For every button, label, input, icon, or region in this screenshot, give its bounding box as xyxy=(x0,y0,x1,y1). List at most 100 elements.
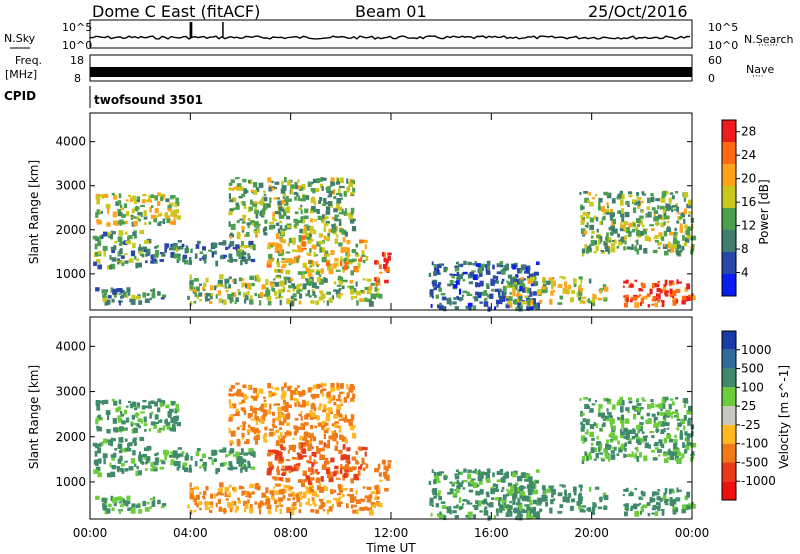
echo-cell xyxy=(589,431,594,437)
echo-cell xyxy=(173,211,177,218)
echo-cell xyxy=(327,407,333,413)
echo-cell xyxy=(157,429,162,433)
echo-cell xyxy=(165,215,171,220)
echo-cell xyxy=(385,260,388,266)
echo-cell xyxy=(643,455,648,462)
echo-cell xyxy=(496,512,499,517)
echo-cell xyxy=(219,274,224,280)
echo-cell xyxy=(225,289,229,293)
echo-cell xyxy=(362,290,366,294)
echo-cell xyxy=(352,466,357,470)
echo-cell xyxy=(321,427,325,431)
echo-cell xyxy=(327,264,332,271)
echo-cell xyxy=(439,511,442,515)
echo-cell xyxy=(316,415,320,421)
echo-cell xyxy=(136,196,140,203)
echo-cell xyxy=(669,491,672,495)
echo-cell xyxy=(269,450,274,455)
echo-cell xyxy=(99,235,103,239)
echo-cell xyxy=(300,209,303,215)
y-tick-label: 4000 xyxy=(55,135,86,149)
echo-cell xyxy=(134,463,137,468)
echo-cell xyxy=(348,260,353,265)
echo-cell xyxy=(274,268,278,273)
echo-cell xyxy=(276,429,280,433)
echo-cell xyxy=(160,506,165,509)
echo-cell xyxy=(316,241,321,247)
echo-cell xyxy=(568,284,572,290)
echo-cell xyxy=(119,219,124,225)
echo-cell xyxy=(328,506,333,512)
echo-cell xyxy=(437,269,440,274)
echo-cell xyxy=(663,437,668,444)
echo-cell xyxy=(184,467,188,473)
echo-cell xyxy=(509,284,513,288)
echo-cell xyxy=(172,243,178,249)
echo-cell xyxy=(203,258,207,262)
echo-cell xyxy=(242,459,247,463)
power-colorbar-tick-label: 8 xyxy=(741,242,749,256)
echo-cell xyxy=(143,416,147,423)
echo-cell xyxy=(243,410,247,416)
echo-cell xyxy=(133,216,137,219)
echo-cell xyxy=(584,225,589,228)
echo-cell xyxy=(116,258,121,261)
echo-cell xyxy=(579,192,582,195)
echo-cell xyxy=(634,240,638,243)
echo-cell xyxy=(254,209,259,215)
echo-cell xyxy=(331,387,336,392)
echo-cell xyxy=(337,384,340,388)
echo-cell xyxy=(274,291,278,296)
echo-cell xyxy=(359,507,364,511)
echo-cell xyxy=(676,212,681,215)
echo-cell xyxy=(177,248,181,251)
echo-cell xyxy=(655,198,660,202)
echo-cell xyxy=(582,301,586,304)
echo-cell xyxy=(501,269,506,275)
echo-cell xyxy=(343,191,347,197)
echo-cell xyxy=(679,216,683,220)
echo-cell xyxy=(639,302,642,306)
echo-cell xyxy=(557,284,563,288)
echo-cell xyxy=(529,500,533,506)
echo-cell xyxy=(255,213,259,219)
echo-cell xyxy=(108,472,112,478)
echo-cell xyxy=(101,234,104,239)
echo-cell xyxy=(513,278,518,284)
echo-cell xyxy=(331,503,334,509)
echo-cell xyxy=(146,248,151,254)
echo-cell xyxy=(247,253,250,257)
echo-cell xyxy=(227,467,230,470)
echo-cell xyxy=(274,187,277,190)
echo-cell xyxy=(298,394,302,397)
echo-cell xyxy=(253,230,258,234)
echo-cell xyxy=(289,486,294,490)
echo-cell xyxy=(496,288,502,292)
echo-cell xyxy=(338,501,343,504)
echo-cell xyxy=(600,250,605,253)
echo-cell xyxy=(243,500,248,506)
echo-cell xyxy=(539,508,543,512)
echo-cell xyxy=(290,259,294,265)
echo-cell xyxy=(114,240,118,244)
echo-cell xyxy=(161,253,166,257)
echo-cell xyxy=(229,299,233,304)
echo-cell xyxy=(661,443,665,449)
echo-cell xyxy=(236,185,241,191)
echo-cell xyxy=(602,215,606,221)
echo-cell xyxy=(343,211,346,216)
echo-cell xyxy=(214,250,217,255)
echo-cell xyxy=(268,253,273,260)
echo-cell xyxy=(281,270,284,274)
echo-cell xyxy=(667,249,671,252)
echo-cell xyxy=(468,281,474,285)
echo-cell xyxy=(480,471,485,476)
echo-cell xyxy=(95,259,101,264)
echo-cell xyxy=(580,279,583,284)
echo-cell xyxy=(527,288,530,294)
echo-cell xyxy=(118,193,122,199)
echo-cell xyxy=(314,286,320,289)
echo-cell xyxy=(623,246,626,251)
echo-cell xyxy=(287,224,292,229)
echo-cell xyxy=(238,195,243,199)
